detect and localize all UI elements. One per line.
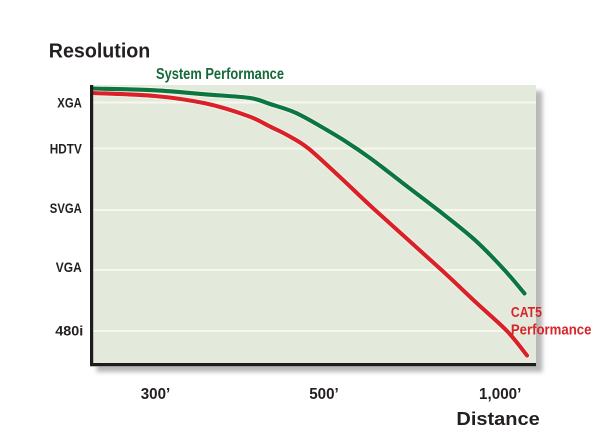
svg-text:VGA: VGA bbox=[56, 259, 82, 275]
svg-text:480i: 480i bbox=[55, 322, 83, 338]
svg-text:System Performance: System Performance bbox=[156, 66, 284, 83]
svg-text:HDTV: HDTV bbox=[50, 141, 83, 157]
svg-text:Performance: Performance bbox=[511, 321, 592, 338]
svg-text:Resolution: Resolution bbox=[49, 40, 151, 63]
svg-text:300’: 300’ bbox=[141, 386, 171, 403]
svg-text:Distance: Distance bbox=[456, 408, 539, 429]
svg-text:CAT5: CAT5 bbox=[511, 304, 542, 321]
svg-text:500’: 500’ bbox=[309, 386, 339, 403]
svg-text:1,000’: 1,000’ bbox=[479, 386, 521, 403]
svg-text:SVGA: SVGA bbox=[50, 200, 82, 216]
svg-text:XGA: XGA bbox=[57, 95, 82, 111]
